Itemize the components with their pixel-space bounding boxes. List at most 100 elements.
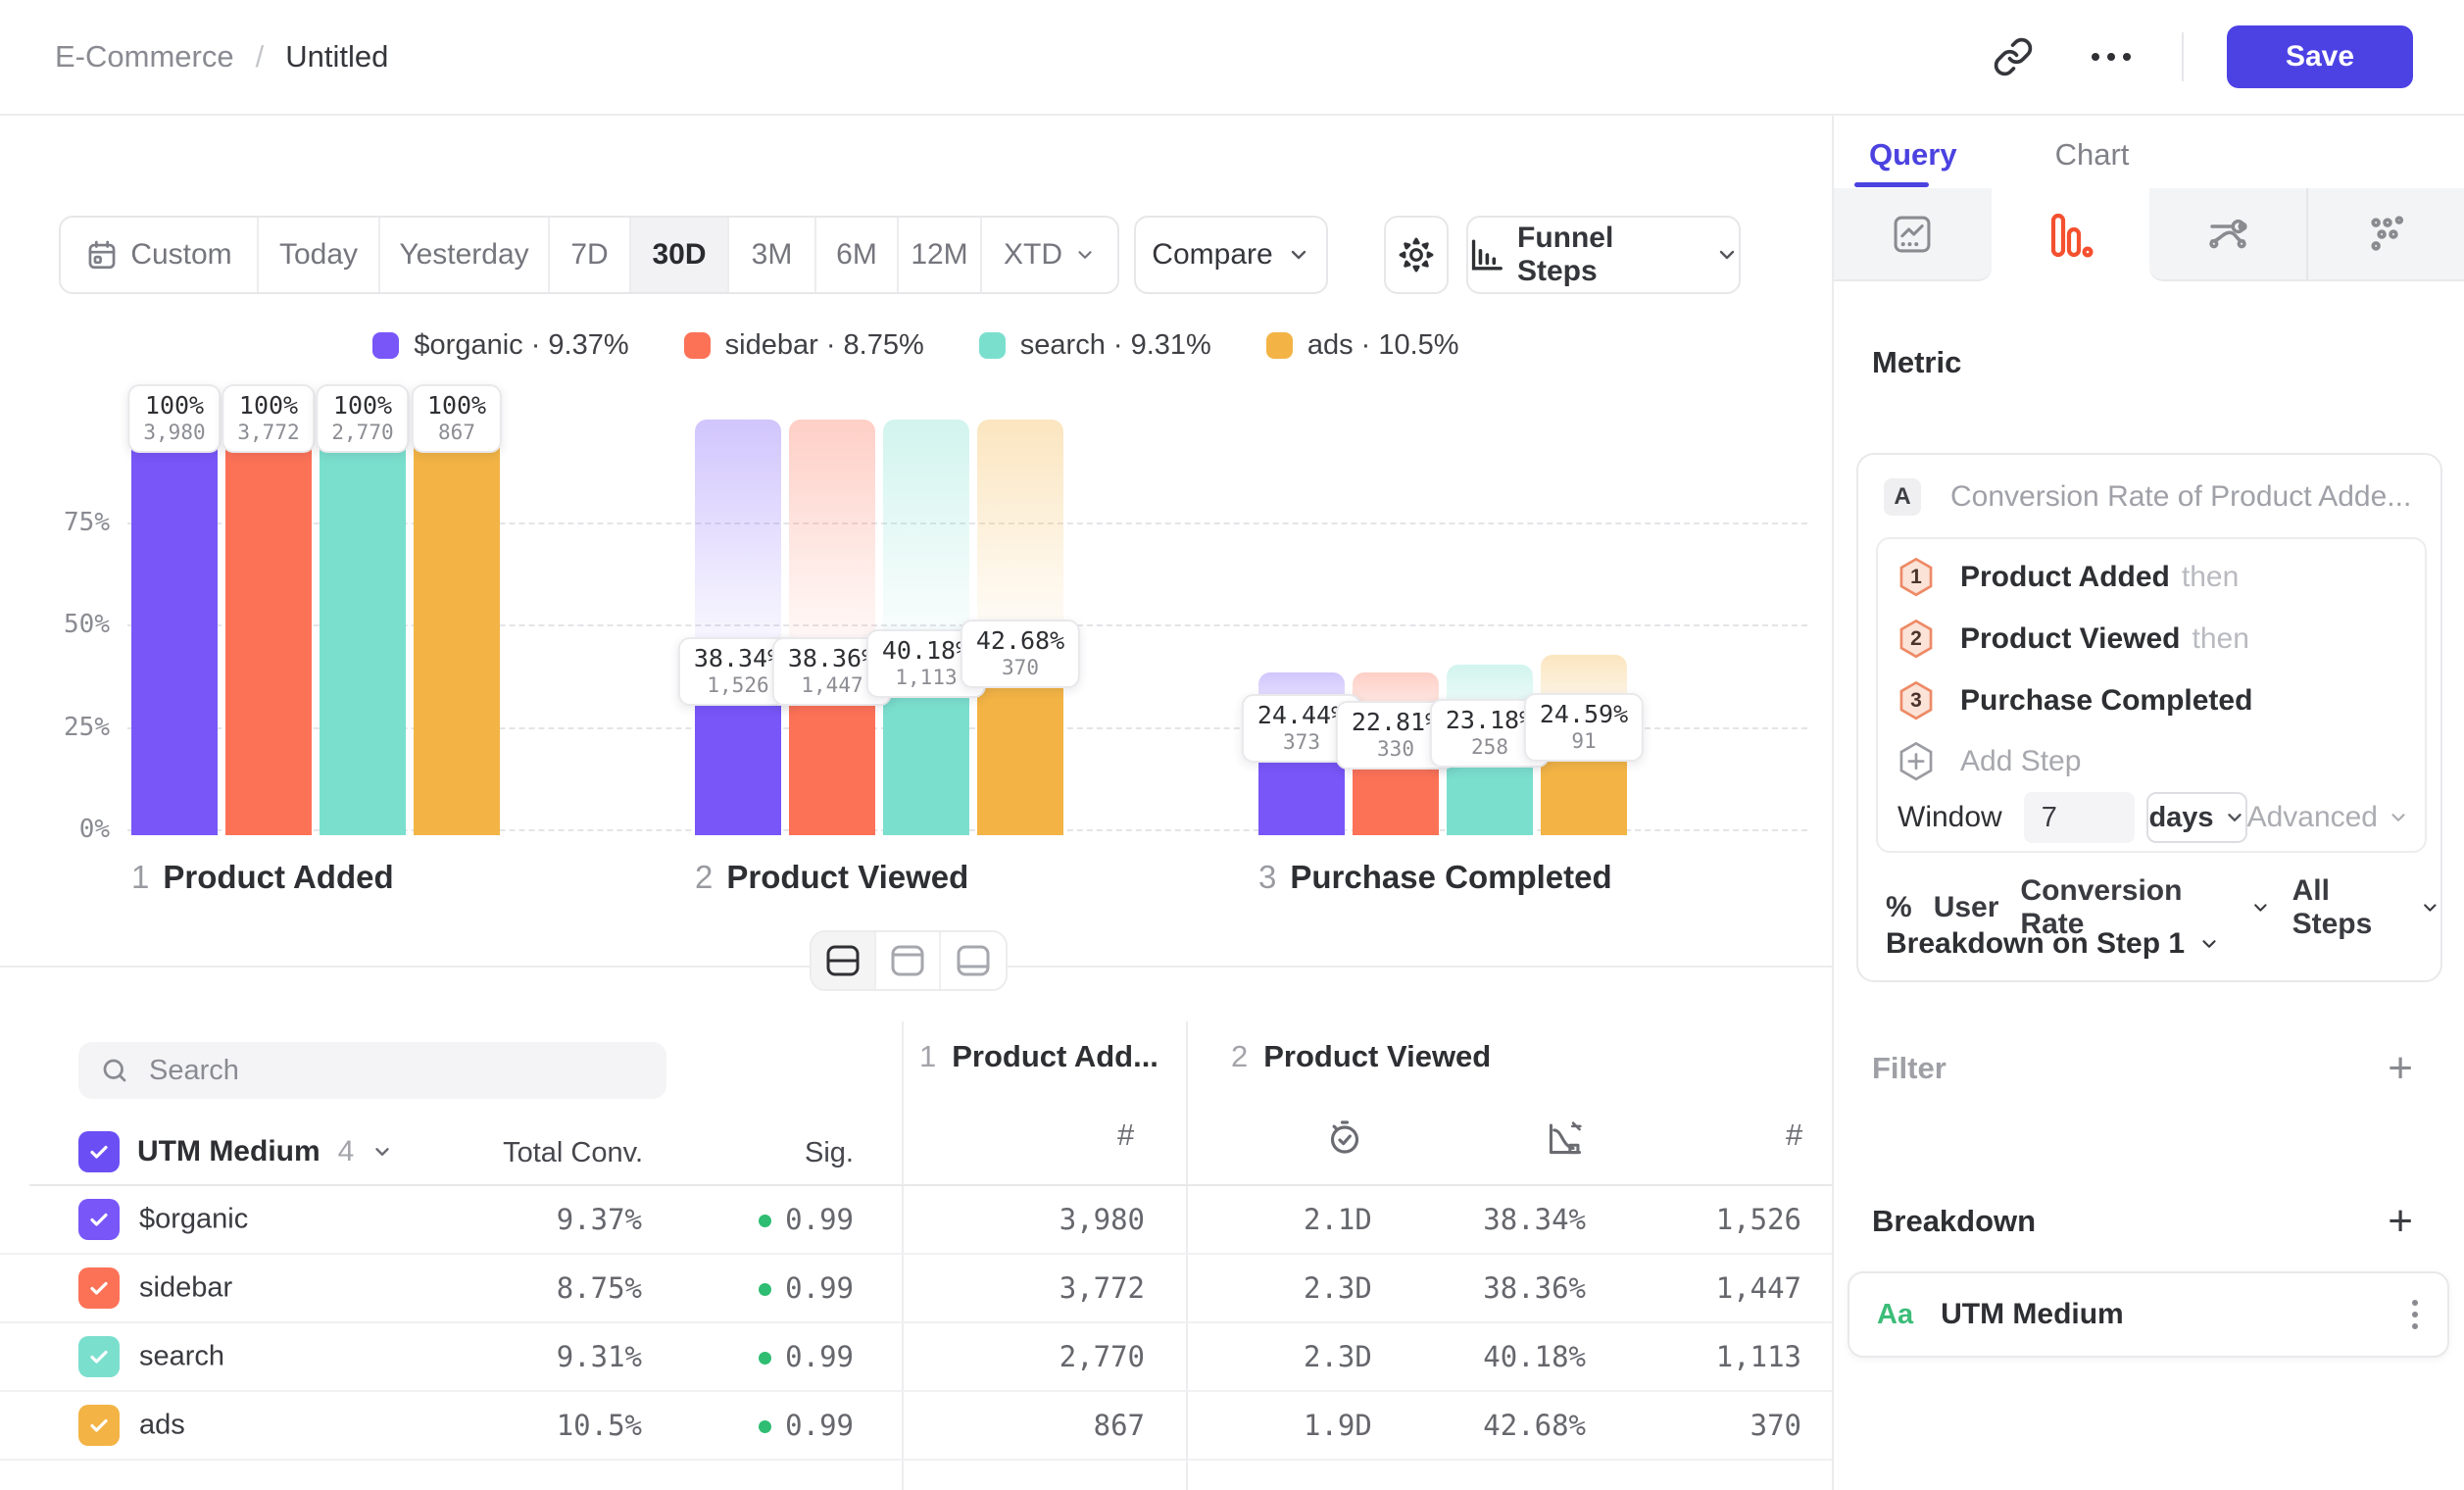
metric-title-row[interactable]: A Conversion Rate of Product Adde... xyxy=(1884,478,2411,516)
share-link-button[interactable] xyxy=(1986,29,2041,84)
funnel-bar-$organic-step1[interactable] xyxy=(131,420,218,835)
bar-conversion-pct: 38.34% xyxy=(693,643,783,672)
row-checkbox[interactable] xyxy=(78,1336,120,1377)
bar-user-count: 867 xyxy=(438,421,475,444)
save-button[interactable]: Save xyxy=(2227,25,2413,88)
table-row-search[interactable]: search 9.31% 0.99 2,770 2.3D 40.18% 1,113 xyxy=(0,1323,1832,1392)
add-breakdown-button[interactable]: + xyxy=(2388,1197,2413,1245)
breadcrumb-project[interactable]: E-Commerce xyxy=(55,39,234,74)
chart-type-dropdown[interactable]: Funnel Steps xyxy=(1466,216,1741,294)
view-table-only-button[interactable] xyxy=(941,932,1006,989)
breadcrumb-report-title[interactable]: Untitled xyxy=(285,39,389,74)
add-filter-button[interactable]: + xyxy=(2388,1044,2413,1092)
time-to-convert-icon[interactable] xyxy=(1325,1118,1364,1157)
table-row-ads[interactable]: ads 10.5% 0.99 867 1.9D 42.68% 370 xyxy=(0,1392,1832,1461)
row-checkbox[interactable] xyxy=(78,1199,120,1240)
row-checkbox[interactable] xyxy=(78,1405,120,1446)
bar-conversion-pct: 38.36% xyxy=(787,643,877,672)
legend-item[interactable]: search · 9.31% xyxy=(978,329,1211,362)
query-step-3[interactable]: 3 Purchase Completed xyxy=(1897,680,2252,721)
advanced-toggle[interactable]: Advanced xyxy=(2247,801,2409,834)
table-row-$organic[interactable]: $organic 9.37% 0.99 3,980 2.1D 38.34% 1,526 xyxy=(0,1186,1832,1255)
column-significance[interactable]: Sig. xyxy=(805,1137,854,1168)
tab-chart[interactable]: Chart xyxy=(2054,137,2130,172)
count-metric-icon[interactable]: # xyxy=(1117,1118,1135,1152)
step-axis-label: 1 Product Added xyxy=(131,859,394,895)
range-30d[interactable]: 30D xyxy=(631,218,729,292)
table-row-sidebar[interactable]: sidebar 8.75% 0.99 3,772 2.3D 38.36% 1,447 xyxy=(0,1255,1832,1323)
window-unit-select[interactable]: days xyxy=(2146,792,2247,843)
tab-funnel-chart[interactable] xyxy=(1991,188,2149,281)
funnel-bar-ads-step1[interactable] xyxy=(414,420,500,835)
legend-item[interactable]: $organic · 9.37% xyxy=(372,329,629,362)
row-total-conversion: 9.31% xyxy=(556,1340,642,1373)
funnel-bar-search-step1[interactable] xyxy=(320,420,406,835)
funnel-bar-sidebar-step1[interactable] xyxy=(225,420,312,835)
row-step1-count: 3,772 xyxy=(1059,1271,1145,1305)
filter-heading: Filter xyxy=(1872,1051,1947,1085)
link-icon xyxy=(1993,36,2034,77)
breakdown-group-header[interactable]: UTM Medium 4 xyxy=(78,1130,393,1173)
range-6m[interactable]: 6M xyxy=(816,218,899,292)
calendar-icon xyxy=(85,238,119,272)
row-step2-conversion: 38.34% xyxy=(1483,1203,1586,1236)
select-all-checkbox[interactable] xyxy=(78,1131,120,1172)
split-view-icon xyxy=(825,945,861,976)
query-step-1[interactable]: 1 Product Added then xyxy=(1897,557,2239,598)
tab-trend-chart[interactable] xyxy=(1834,188,1992,281)
active-tab-underline xyxy=(1854,182,1929,187)
range-xtd[interactable]: XTD xyxy=(982,218,1117,292)
row-step2-conversion: 40.18% xyxy=(1483,1340,1586,1373)
view-split-button[interactable] xyxy=(812,932,876,989)
filter-section: Filter + xyxy=(1872,1044,2413,1092)
legend-item[interactable]: sidebar · 8.75% xyxy=(683,329,924,362)
bar-user-count: 373 xyxy=(1283,729,1320,754)
legend-swatch xyxy=(683,332,711,359)
range-3m[interactable]: 3M xyxy=(729,218,816,292)
range-today[interactable]: Today xyxy=(259,218,380,292)
compare-button[interactable]: Compare xyxy=(1134,216,1328,294)
metric-section-heading: Metric xyxy=(1872,345,1962,379)
bottom-panel-view-icon xyxy=(956,945,991,976)
measure-steps-dropdown[interactable]: All Steps xyxy=(2292,874,2440,941)
legend-label: search · 9.31% xyxy=(1019,329,1211,361)
gear-icon xyxy=(1397,235,1436,274)
measure-type-dropdown[interactable]: Conversion Rate xyxy=(2020,874,2270,941)
column-total-conversion[interactable]: Total Conv. xyxy=(503,1137,643,1168)
table-search-input[interactable]: Search xyxy=(78,1042,666,1099)
topbar-divider xyxy=(2182,32,2184,81)
row-checkbox[interactable] xyxy=(78,1267,120,1309)
range-7d[interactable]: 7D xyxy=(550,218,631,292)
bar-conversion-pct: 24.44% xyxy=(1257,700,1347,729)
bar-conversion-pct: 100% xyxy=(144,391,205,420)
measure-entity[interactable]: User xyxy=(1933,891,1999,923)
range-custom[interactable]: Custom xyxy=(61,218,259,292)
more-options-button[interactable] xyxy=(2084,29,2139,84)
conversion-rate-icon[interactable] xyxy=(1545,1118,1586,1159)
chart-settings-button[interactable] xyxy=(1384,216,1449,294)
view-chart-only-button[interactable] xyxy=(876,932,941,989)
tab-retention-chart[interactable] xyxy=(2148,188,2307,281)
chevron-down-icon xyxy=(1287,243,1310,267)
funnel-bar-dropoff-ghost xyxy=(695,420,781,672)
metric-letter-badge: A xyxy=(1884,478,1921,516)
bar-user-count: 370 xyxy=(1002,655,1039,679)
breakdown-property-label: UTM Medium xyxy=(1941,1298,2124,1330)
breakdown-on-step-dropdown[interactable]: Breakdown on Step 1 xyxy=(1886,927,2220,961)
breakdown-property-card[interactable]: Aa UTM Medium xyxy=(1848,1271,2449,1358)
add-step-button[interactable]: Add Step xyxy=(1897,741,2081,782)
tab-query[interactable]: Query xyxy=(1869,137,1957,172)
row-significance: 0.99 xyxy=(759,1409,854,1442)
window-value-input[interactable]: 7 xyxy=(2023,792,2136,843)
measure-row: % User Conversion Rate All Steps xyxy=(1886,874,2440,941)
range-yesterday[interactable]: Yesterday xyxy=(380,218,550,292)
tab-segmentation[interactable] xyxy=(2306,188,2464,281)
row-name: search xyxy=(139,1340,225,1372)
group-column-label: UTM Medium xyxy=(137,1135,320,1167)
legend-swatch xyxy=(978,332,1006,359)
query-step-2[interactable]: 2 Product Viewed then xyxy=(1897,619,2249,660)
range-12m[interactable]: 12M xyxy=(899,218,982,292)
count-metric-icon[interactable]: # xyxy=(1786,1118,1803,1152)
kebab-menu-icon[interactable] xyxy=(2410,1297,2420,1332)
legend-item[interactable]: ads · 10.5% xyxy=(1265,329,1459,362)
